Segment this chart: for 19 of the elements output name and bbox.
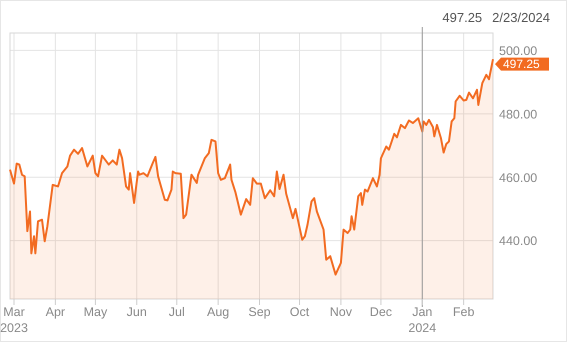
y-tick-label: 500.00 [499, 44, 538, 58]
x-tick-label: Apr [46, 305, 66, 319]
x-tick-label: Aug [207, 305, 230, 319]
x-tick-label: Oct [290, 305, 310, 319]
x-tick-label: Jul [168, 305, 185, 319]
x-tick-label: Jun [126, 305, 147, 319]
y-tick-label: 460.00 [499, 170, 538, 185]
x-tick-label: Dec [370, 305, 392, 319]
x-tick-label: Jan 2024 [408, 305, 436, 335]
x-tick-label: Mar 2023 [0, 305, 28, 335]
text: 497.25 [442, 10, 482, 25]
text: 497.25 [503, 57, 540, 72]
x-tick-label: Feb [452, 305, 474, 319]
x-tick-label: Nov [330, 305, 353, 319]
y-tick-label: 480.00 [499, 107, 538, 122]
text: 2/23/2024 [492, 10, 550, 25]
x-tick-label: Sep [248, 305, 271, 319]
x-tick-label: May [84, 305, 108, 319]
y-tick-label: 440.00 [499, 234, 538, 248]
